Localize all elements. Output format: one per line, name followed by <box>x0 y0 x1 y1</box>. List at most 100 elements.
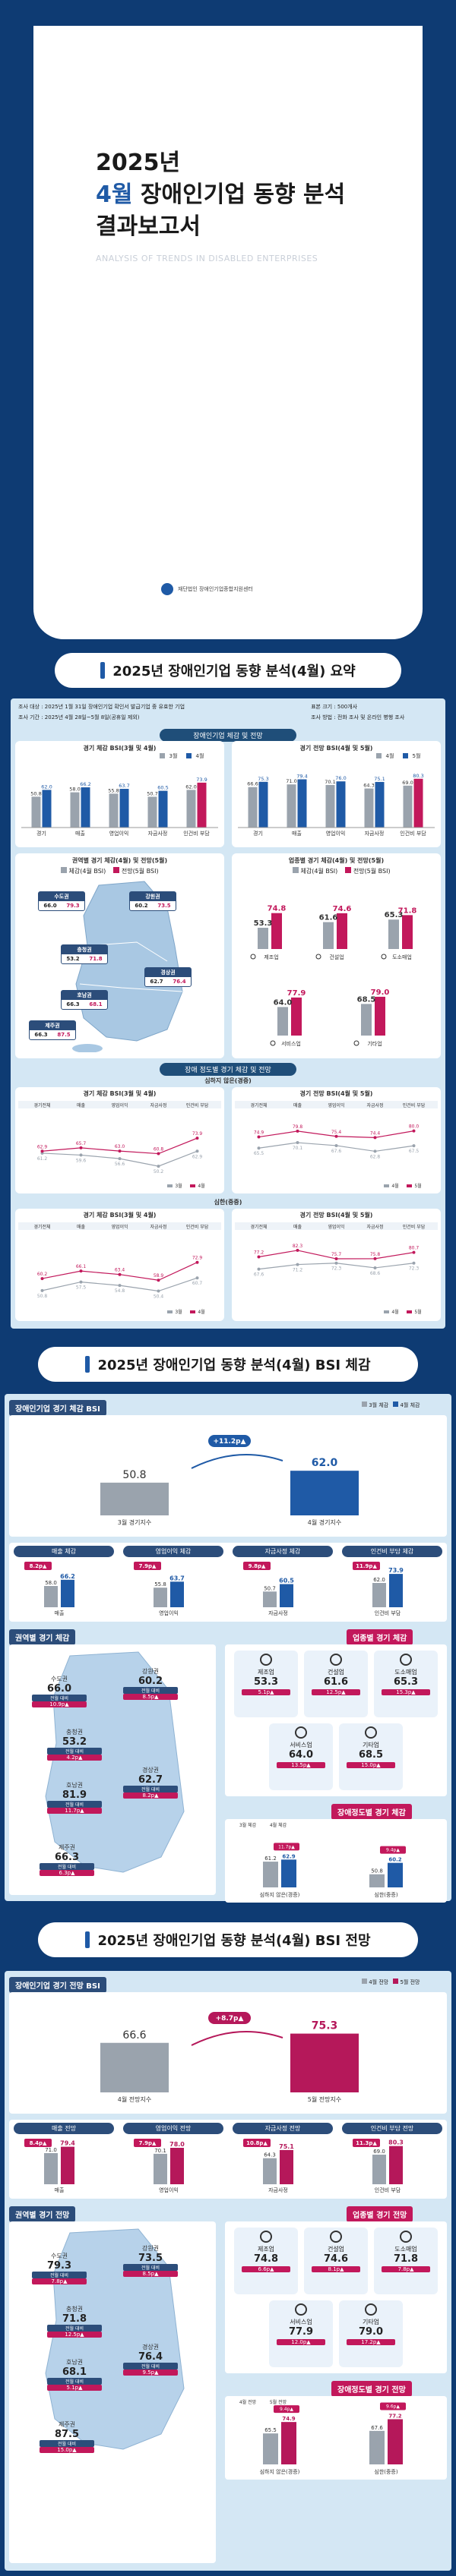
bar-label: 65.3 <box>385 911 404 919</box>
tick-label: 영업이익 <box>159 2187 179 2193</box>
bar <box>147 796 157 828</box>
cover-title-line1: 2025년 <box>96 150 181 176</box>
big-chart: 50.8 62.0 3월 경기지수 4월 경기지수 +11.2p▲ <box>9 1415 447 1537</box>
mini-diff-tag <box>24 1562 52 1570</box>
region-diff-label: 전월 대비 <box>32 2272 87 2278</box>
point-label: 67.5 <box>409 1149 420 1154</box>
region-value: 76.4 <box>138 2351 163 2363</box>
bar-label: 70.1 <box>154 2148 166 2154</box>
bar-label: 50.8 <box>30 790 41 796</box>
cover-title-month: 4월 <box>96 181 133 208</box>
main-legend: 3월 체감 4월 체감 <box>362 1402 420 1409</box>
ind-box: 제조업 74.8 6.6p▲ 건설업 74.6 8.1p▲ 도소매업 71.8 7.8p▲ 서비스… <box>225 2221 447 2373</box>
bar-label: 66.6 <box>122 2029 146 2042</box>
survey-info: 조사 대상 : 2025년 1월 31일 장애인기업 확인서 발급기업 중 유효… <box>18 703 438 721</box>
point <box>118 1149 122 1153</box>
region-name: 강원권 <box>141 1668 160 1675</box>
region-value: 73.5 <box>138 2253 163 2264</box>
bar-label: 60.2 <box>388 1857 401 1863</box>
point-label: 65.7 <box>76 1141 87 1146</box>
bar-label: 75.3 <box>258 776 268 782</box>
bar <box>170 2148 184 2184</box>
industry-icon <box>330 1654 342 1666</box>
tick-label: 심하지 않은(경증) <box>260 2468 300 2475</box>
reg-box: 수도권 79.3 전월 대비 7.8p▲ 강원권 73.5 전월 대비 8.5p▲ 충청권 71.… <box>9 2221 216 2563</box>
point-label: 80.7 <box>409 1246 420 1251</box>
region-item: 경상권 76.4 전월 대비 9.5p▲ <box>123 2343 178 2376</box>
bar <box>258 781 268 828</box>
industry-value: 65.3 <box>393 1676 419 1688</box>
bar-label: 74.8 <box>268 905 287 913</box>
point <box>257 1135 261 1139</box>
bar-label: 79.4 <box>296 773 307 779</box>
region-item: 호남권 68.1 전월 대비 5.1p▲ <box>47 2358 102 2391</box>
cover-subtitle: ANALYSIS OF TRENDS IN DISABLED ENTERPRIS… <box>96 254 318 263</box>
dis-diff-tag <box>274 2405 299 2414</box>
region-value: 53.2 <box>62 1736 87 1748</box>
bar-label: 58.0 <box>45 1580 57 1586</box>
bar-label: 80.3 <box>413 773 423 779</box>
industry-icon <box>295 2303 307 2316</box>
bar <box>109 793 119 828</box>
bar <box>337 913 347 949</box>
point-label: 68.6 <box>370 1271 381 1276</box>
bar-label: 50.7 <box>264 1585 276 1591</box>
point-label: 75.8 <box>370 1252 381 1257</box>
industry-diff: 13.5p▲ <box>277 1762 325 1768</box>
bar <box>403 785 413 828</box>
industry-diff: 12.5p▲ <box>312 1689 360 1695</box>
industry-diff: 6.6p▲ <box>242 2266 290 2272</box>
region-value: 62.7 <box>138 1774 163 1786</box>
industry-diff: 8.1p▲ <box>312 2266 360 2272</box>
mini-diff: 7.9p▲ <box>139 2140 157 2146</box>
bar-label: 78.0 <box>169 2141 185 2148</box>
tick-label: 경기 <box>36 830 46 837</box>
industry-card: 기타업 79.0 17.2p▲ <box>339 2300 403 2367</box>
point <box>412 1129 416 1133</box>
tick-label: 경기전체 <box>33 1224 50 1230</box>
lineD-box: 경기 전망 BSI(4월 및 5월) 경기전체 매출 영업이익 자금사정 인건비 부담 6… <box>232 1209 441 1321</box>
region-a: 66.3 <box>34 1032 48 1038</box>
tick-label: 인건비 부담 <box>186 1102 209 1108</box>
point <box>334 1134 338 1138</box>
region-values: 66.3 87.5 <box>30 1030 75 1039</box>
industry-icon <box>250 954 256 960</box>
legend-2: 4월 <box>198 1309 204 1315</box>
mini-diff-tag <box>134 1562 161 1570</box>
point-label: 71.2 <box>293 1268 303 1273</box>
bar <box>42 790 52 828</box>
tick-label: 영업이익 <box>328 1224 344 1230</box>
point-label: 75.7 <box>331 1252 342 1257</box>
mini-diff: 11.3p▲ <box>356 2140 377 2146</box>
region-b: 71.8 <box>89 956 103 962</box>
legend: 4월 5월 <box>376 752 420 759</box>
industry-value: 79.0 <box>358 2326 384 2338</box>
industry-value: 71.8 <box>393 2253 419 2265</box>
sec1-banner: 장애인기업 체감 및 전망 <box>160 729 296 742</box>
dis-diff-tag <box>274 1843 299 1851</box>
mini-chart: 영업이익 전망 70.1 78.0 7.9p▲ 영업이익 <box>123 2123 223 2196</box>
point <box>79 1269 83 1273</box>
org-name: 재단법인 장애인기업종합지원센터 <box>178 586 253 592</box>
legend-2: 5월 <box>414 1309 421 1315</box>
point <box>334 1143 338 1147</box>
region-diff-label: 전월 대비 <box>47 1748 102 1755</box>
legend: 3월 4월 <box>167 1183 205 1189</box>
tick-label: 영업이익 <box>326 830 346 837</box>
point-label: 62.9 <box>192 1154 203 1159</box>
legend-1: 3월 <box>175 1183 182 1189</box>
point-label: 54.8 <box>115 1288 125 1294</box>
mini-chart: 자금사정 전망 64.3 75.1 10.8p▲ 자금사정 <box>233 2123 333 2196</box>
point <box>334 1261 338 1265</box>
industry-name: 도소매업 <box>394 1669 417 1676</box>
legend-1: 4월 <box>391 1309 398 1315</box>
industry-title: 업종별 경기 체감(4월) 및 전망(5월) <box>288 857 385 864</box>
point-label: 50.8 <box>37 1294 48 1299</box>
bar-label: 66.6 <box>247 781 258 787</box>
legend-2: 4월 <box>196 752 204 759</box>
dis-diff-tag <box>380 1846 406 1854</box>
tick-label: 영업이익 <box>111 1224 128 1230</box>
point-label: 74.9 <box>254 1130 264 1136</box>
industry-value: 74.6 <box>323 2253 349 2265</box>
sec1-panel: 조사 대상 : 2025년 1월 31일 장애인기업 확인서 발급기업 중 유효… <box>11 698 445 1329</box>
